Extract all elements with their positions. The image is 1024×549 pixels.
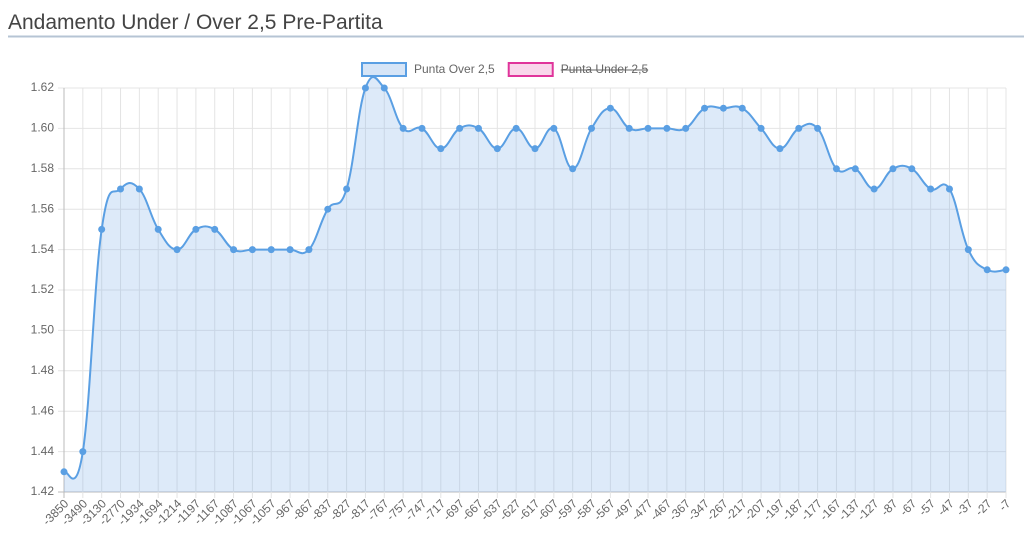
point xyxy=(1002,266,1010,274)
legend-label: Punta Over 2,5 xyxy=(414,62,495,76)
point xyxy=(588,124,596,132)
point xyxy=(418,124,426,132)
point xyxy=(60,468,68,476)
point xyxy=(98,225,106,233)
point xyxy=(173,246,181,254)
point xyxy=(324,205,332,213)
point xyxy=(343,185,351,193)
x-tick-label: -7 xyxy=(996,496,1014,514)
point xyxy=(230,246,238,254)
point xyxy=(474,124,482,132)
point xyxy=(531,145,539,153)
point xyxy=(701,104,709,112)
point xyxy=(625,124,633,132)
point xyxy=(757,124,765,132)
y-tick-label: 1.62 xyxy=(31,80,55,94)
point xyxy=(908,165,916,173)
y-tick-label: 1.54 xyxy=(31,242,55,256)
point xyxy=(606,104,614,112)
point xyxy=(192,225,200,233)
x-tick-label: -127 xyxy=(855,496,882,523)
chart-title: Andamento Under / Over 2,5 Pre-Partita xyxy=(8,11,383,34)
point xyxy=(964,246,972,254)
point xyxy=(437,145,445,153)
area xyxy=(64,76,1006,492)
y-tick-label: 1.60 xyxy=(31,121,55,135)
point xyxy=(814,124,822,132)
y-tick-label: 1.48 xyxy=(31,363,55,377)
point xyxy=(117,185,125,193)
point xyxy=(135,185,143,193)
y-tick-label: 1.42 xyxy=(31,484,55,498)
point xyxy=(211,225,219,233)
point xyxy=(832,165,840,173)
legend-item: Punta Under 2,5 xyxy=(507,62,649,77)
y-tick-label: 1.58 xyxy=(31,161,55,175)
x-tick-label: -27 xyxy=(972,496,994,518)
point xyxy=(512,124,520,132)
point xyxy=(154,225,162,233)
point xyxy=(889,165,897,173)
y-tick-label: 1.44 xyxy=(31,444,55,458)
point xyxy=(927,185,935,193)
point xyxy=(267,246,275,254)
point xyxy=(493,145,501,153)
point xyxy=(738,104,746,112)
point xyxy=(663,124,671,132)
point xyxy=(361,84,369,92)
point xyxy=(851,165,859,173)
legend-swatch xyxy=(507,62,554,77)
point xyxy=(456,124,464,132)
point xyxy=(776,145,784,153)
point xyxy=(550,124,558,132)
point xyxy=(719,104,727,112)
point xyxy=(248,246,256,254)
point xyxy=(380,84,388,92)
y-tick-label: 1.56 xyxy=(31,201,55,215)
point xyxy=(79,448,87,456)
legend-item: Punta Over 2,5 xyxy=(361,62,495,77)
y-tick-label: 1.52 xyxy=(31,282,55,296)
point xyxy=(569,165,577,173)
point xyxy=(945,185,953,193)
point xyxy=(795,124,803,132)
line xyxy=(63,75,1007,480)
point xyxy=(983,266,991,274)
legend-swatch xyxy=(361,62,407,77)
legend-label: Punta Under 2,5 xyxy=(561,62,649,76)
y-tick-label: 1.50 xyxy=(31,323,55,337)
y-tick-label: 1.46 xyxy=(31,403,55,417)
point xyxy=(286,246,294,254)
point xyxy=(644,124,652,132)
point xyxy=(399,124,407,132)
point xyxy=(682,124,690,132)
point xyxy=(305,246,313,254)
point xyxy=(870,185,878,193)
